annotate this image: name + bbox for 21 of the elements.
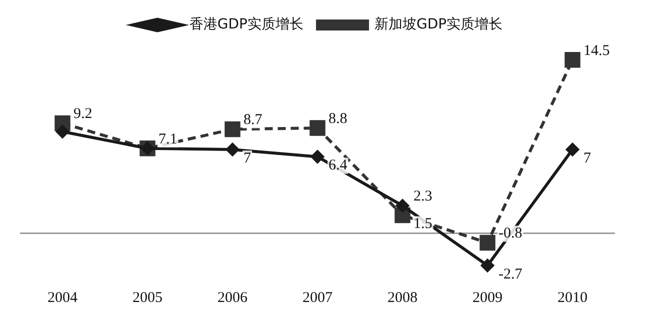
x-tick-label: 2009 <box>472 290 502 306</box>
data-label: 9.2 <box>74 106 92 122</box>
x-tick-label: 2004 <box>48 290 78 306</box>
data-label: 8.7 <box>244 112 263 128</box>
data-label: 7 <box>584 150 592 166</box>
x-tick-label: 2005 <box>132 290 162 306</box>
data-label: 1.5 <box>414 216 432 232</box>
data-label: 7 <box>244 150 252 166</box>
x-tick-label: 2008 <box>388 290 418 306</box>
legend-label: 香港GDP实质增长 <box>189 16 304 33</box>
data-label: 7.1 <box>158 131 178 148</box>
x-tick-label: 2010 <box>558 290 588 306</box>
legend-label: 新加坡GDP实质增长 <box>374 16 503 33</box>
data-label: 2.3 <box>414 188 432 205</box>
data-label: 14.5 <box>584 42 610 59</box>
x-tick-label: 2007 <box>302 290 333 306</box>
data-label: 6.4 <box>328 158 348 174</box>
data-label: 8.8 <box>328 110 348 127</box>
x-tick-label: 2006 <box>218 290 248 306</box>
data-label: -0.8 <box>498 226 522 242</box>
data-label: -2.7 <box>498 266 523 282</box>
